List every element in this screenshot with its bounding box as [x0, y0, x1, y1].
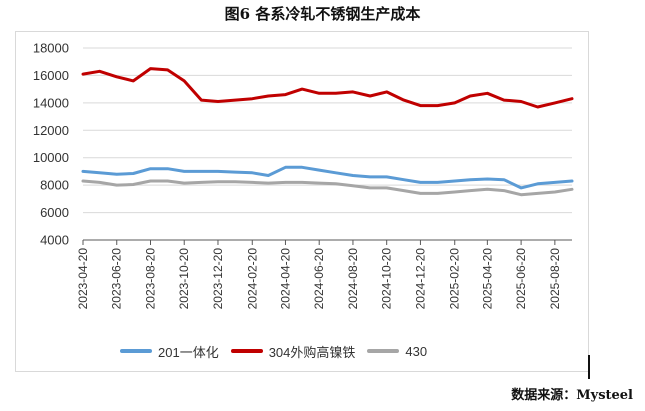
legend-label-201: 201一体化: [158, 344, 219, 360]
x-tick-label: 2025-02-20: [448, 248, 462, 310]
legend-item-304: 304外购高镍铁: [230, 342, 356, 361]
x-axis: 2023-04-20 2023-06-20 2023-08-20 2023-10-20…: [76, 239, 572, 310]
legend-label-430: 430: [405, 343, 428, 359]
gridlines: [83, 47, 572, 214]
legend-label-304: 304外购高镍铁: [268, 344, 356, 360]
y-tick-label: 16000: [33, 68, 69, 83]
series-line-0: [81, 165, 574, 190]
x-tick-label: 2025-04-20: [480, 248, 494, 310]
series-line-1: [81, 67, 574, 109]
y-tick-label: 8000: [40, 178, 69, 193]
x-tick-label: 2023-04-20: [76, 248, 90, 310]
legend-swatch-304: [230, 349, 263, 353]
x-tick-label: 2024-08-20: [346, 248, 360, 310]
legend-item-430: 430: [367, 344, 427, 359]
y-tick-label: 14000: [33, 95, 69, 110]
y-tick-label: 18000: [33, 41, 69, 56]
y-tick-label: 6000: [40, 205, 69, 220]
y-tick-label: 10000: [33, 150, 69, 165]
x-tick-label: 2024-10-20: [380, 248, 394, 310]
series-lines: [81, 67, 574, 197]
y-tick-label: 4000: [40, 233, 69, 248]
series-line-2: [81, 179, 574, 197]
chart-title: 图6 各系冷轧不锈钢生产成本: [224, 5, 421, 23]
x-tick-label: 2023-12-20: [211, 248, 225, 310]
x-tick-label: 2025-06-20: [514, 248, 528, 310]
y-axis: 18000 16000 14000 12000 10000 8000 6000 4000: [33, 41, 69, 248]
x-tick-label: 2024-12-20: [413, 248, 427, 310]
legend-swatch-201: [120, 349, 152, 353]
x-tick-label: 2023-06-20: [110, 248, 124, 310]
data-source: 数据来源：Mysteel: [511, 388, 633, 403]
x-tick-label: 2023-10-20: [177, 248, 191, 310]
x-tick-label: 2025-08-20: [548, 248, 562, 310]
y-tick-label: 12000: [33, 123, 69, 138]
x-tick-label: 2023-08-20: [143, 248, 157, 310]
x-tick-label: 2024-04-20: [278, 248, 292, 310]
legend: 201一体化 304外购高镍铁 430: [120, 342, 439, 360]
x-tick-label: 2024-02-20: [245, 248, 259, 310]
text-cursor-bar: [588, 355, 590, 379]
x-tick-label: 2024-06-20: [312, 248, 326, 310]
legend-swatch-430: [367, 349, 400, 353]
legend-item-201: 201一体化: [120, 342, 219, 361]
chart-frame: [15, 31, 589, 372]
